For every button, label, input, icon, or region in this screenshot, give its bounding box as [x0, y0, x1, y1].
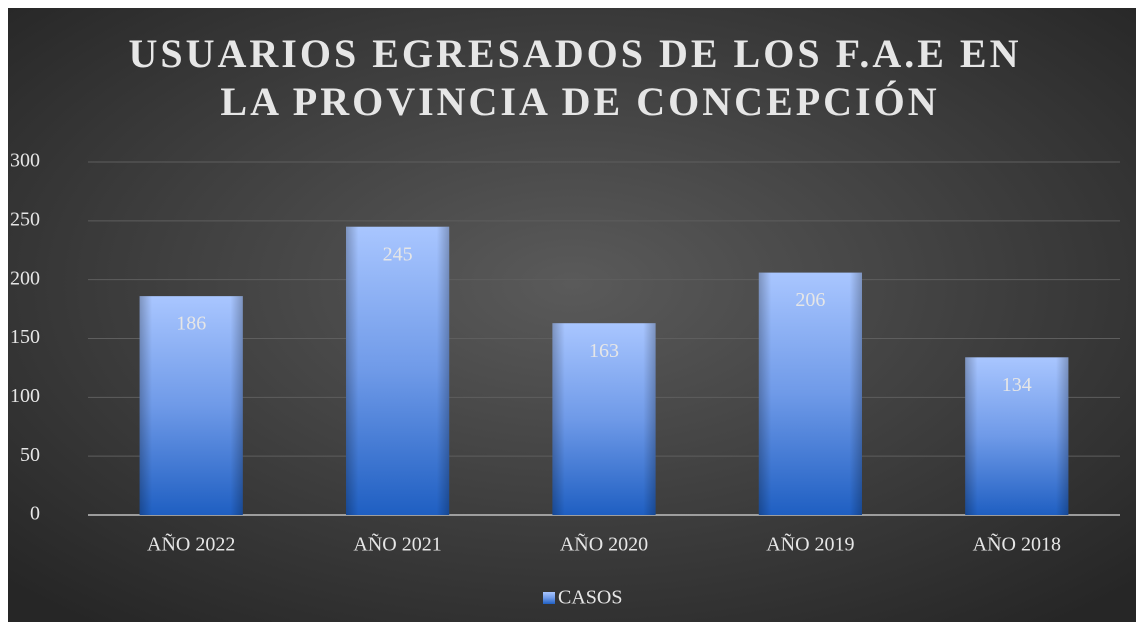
legend-label: CASOS: [558, 587, 622, 609]
y-tick-label: 300: [10, 150, 40, 172]
bar-shade: [552, 323, 656, 515]
y-tick-label: 50: [20, 444, 40, 466]
x-tick-label: AÑO 2022: [147, 532, 235, 556]
x-tick-label: AÑO 2021: [353, 532, 441, 556]
y-tick-label: 150: [10, 326, 40, 348]
legend-swatch: [543, 592, 555, 604]
y-tick-label: 0: [30, 503, 40, 525]
data-label: 186: [176, 313, 206, 335]
x-tick-label: AÑO 2020: [560, 532, 648, 556]
bar-shade: [965, 357, 1069, 515]
bar-shade: [758, 272, 862, 515]
chart-title: USUARIOS EGRESADOS DE LOS F.A.E EN: [129, 31, 1022, 76]
x-tick-label: AÑO 2019: [766, 532, 854, 556]
chart-title: LA PROVINCIA DE CONCEPCIÓN: [220, 79, 939, 124]
y-tick-label: 250: [10, 208, 40, 230]
bar-shade: [346, 226, 450, 515]
y-tick-label: 200: [10, 267, 40, 289]
data-label: 163: [589, 340, 619, 362]
data-label: 206: [795, 289, 825, 311]
x-tick-label: AÑO 2018: [973, 532, 1061, 556]
data-label: 134: [1002, 374, 1032, 396]
bar-shade: [139, 296, 243, 515]
data-label: 245: [383, 243, 413, 265]
y-tick-label: 100: [10, 385, 40, 407]
